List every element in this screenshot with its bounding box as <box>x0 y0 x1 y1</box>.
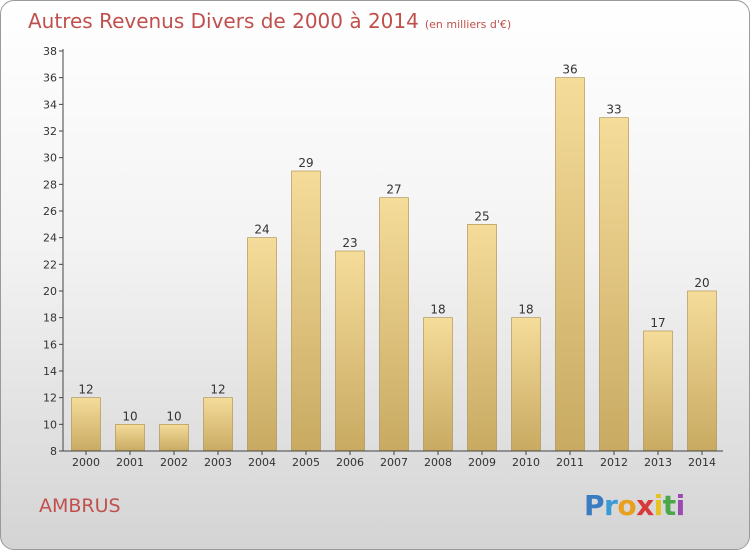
bar-2008 <box>423 317 453 452</box>
x-tick-label-2000: 2000 <box>72 456 100 469</box>
x-tick-label-2009: 2009 <box>468 456 496 469</box>
bar-2007 <box>379 197 409 452</box>
chart-title: Autres Revenus Divers de 2000 à 2014 (en … <box>28 9 511 33</box>
bar-2002 <box>159 424 189 452</box>
y-tick-label-36: 36 <box>43 72 57 85</box>
y-tick-label-24: 24 <box>43 232 57 245</box>
logo-letter: i <box>675 489 686 522</box>
y-tick-label-30: 30 <box>43 152 57 165</box>
bar-2011 <box>555 77 585 452</box>
x-tick-label-2011: 2011 <box>556 456 584 469</box>
chart-subtitle: (en milliers d'€) <box>424 18 512 31</box>
value-label-2002: 10 <box>166 409 181 423</box>
value-label-2003: 12 <box>210 383 225 397</box>
value-label-2011: 36 <box>562 63 577 77</box>
y-tick-label-38: 38 <box>43 45 57 58</box>
value-label-2000: 12 <box>78 383 93 397</box>
x-tick-label-2002: 2002 <box>160 456 188 469</box>
value-label-2004: 24 <box>254 223 269 237</box>
x-tick-label-2013: 2013 <box>644 456 672 469</box>
logo-letter: o <box>617 489 637 522</box>
logo-letter: i <box>653 489 664 522</box>
value-label-2007: 27 <box>386 183 401 197</box>
x-tick-label-2008: 2008 <box>424 456 452 469</box>
bar-2003 <box>203 397 233 452</box>
y-tick-label-10: 10 <box>43 418 57 431</box>
bar-2010 <box>511 317 541 452</box>
y-tick-label-8: 8 <box>50 445 57 458</box>
bar-2013 <box>643 330 673 452</box>
value-label-2013: 17 <box>650 316 665 330</box>
logo-letter: r <box>604 489 618 522</box>
y-tick-label-32: 32 <box>43 125 57 138</box>
value-label-2014: 20 <box>694 276 709 290</box>
value-label-2008: 18 <box>430 303 445 317</box>
bar-2012 <box>599 117 629 452</box>
y-tick-label-20: 20 <box>43 285 57 298</box>
x-tick-label-2014: 2014 <box>688 456 716 469</box>
bar-2014 <box>687 290 717 452</box>
bar-2000 <box>71 397 101 452</box>
x-tick-label-2012: 2012 <box>600 456 628 469</box>
bar-2009 <box>467 224 497 452</box>
x-tick-label-2010: 2010 <box>512 456 540 469</box>
x-tick-label-2005: 2005 <box>292 456 320 469</box>
x-tick-label-2006: 2006 <box>336 456 364 469</box>
y-tick-label-12: 12 <box>43 392 57 405</box>
logo-letter: x <box>636 489 654 522</box>
y-tick-label-14: 14 <box>43 365 57 378</box>
y-tick-label-18: 18 <box>43 312 57 325</box>
value-label-2001: 10 <box>122 409 137 423</box>
bar-2006 <box>335 250 365 452</box>
y-tick-label-34: 34 <box>43 98 57 111</box>
commune-name: AMBRUS <box>39 495 121 517</box>
y-tick-label-26: 26 <box>43 205 57 218</box>
y-tick-label-16: 16 <box>43 338 57 351</box>
value-label-2010: 18 <box>518 303 533 317</box>
y-tick-label-22: 22 <box>43 258 57 271</box>
title-text: Autres Revenus Divers de 2000 à 2014 <box>28 9 419 33</box>
value-label-2006: 23 <box>342 236 357 250</box>
bar-2004 <box>247 237 277 452</box>
x-tick-label-2001: 2001 <box>116 456 144 469</box>
x-tick-label-2004: 2004 <box>248 456 276 469</box>
y-tick-label-28: 28 <box>43 178 57 191</box>
logo-letter: t <box>662 489 676 522</box>
x-tick-label-2003: 2003 <box>204 456 232 469</box>
proxiti-logo: Proxiti <box>584 489 685 522</box>
bar-2005 <box>291 170 321 452</box>
x-tick-label-2007: 2007 <box>380 456 408 469</box>
value-label-2012: 33 <box>606 103 621 117</box>
bar-2001 <box>115 424 145 452</box>
value-label-2009: 25 <box>474 209 489 223</box>
value-label-2005: 29 <box>298 156 313 170</box>
logo-letter: P <box>584 489 605 522</box>
